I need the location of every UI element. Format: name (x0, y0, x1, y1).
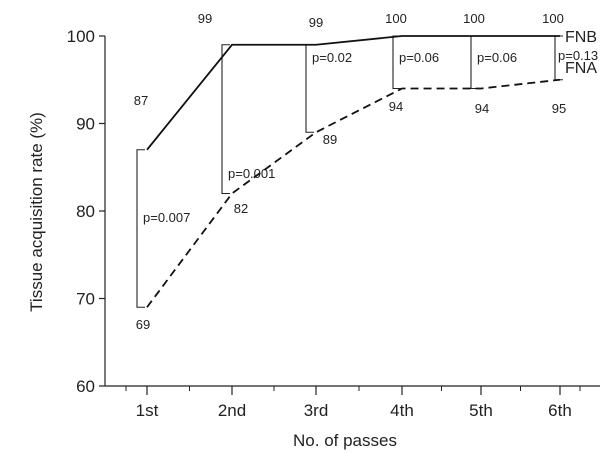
series-lines: FNB FNA (146, 29, 597, 308)
significance-brackets: p=0.007 p=0.001 p=0.02 p=0.06 p=0.06 p=0.13 (136, 35, 598, 308)
x-tick-label: 1st (136, 401, 159, 420)
x-tick-label: 6th (548, 401, 572, 420)
significance-bracket (136, 149, 145, 308)
data-label-fnb: 87 (134, 93, 148, 108)
p-value-label: p=0.001 (228, 166, 275, 181)
data-label-fnb: 100 (542, 11, 564, 26)
data-label-fnb: 100 (463, 11, 485, 26)
x-tick-label: 4th (390, 401, 414, 420)
x-tick-label: 2nd (218, 401, 246, 420)
p-value-label: p=0.13 (558, 48, 598, 63)
y-tick-label: 60 (76, 377, 95, 396)
x-tick-label: 5th (469, 401, 493, 420)
data-label-fnb: 99 (198, 11, 212, 26)
data-label-fna: 89 (323, 132, 337, 147)
y-tick-label: 70 (76, 290, 95, 309)
y-tick-label: 100 (67, 27, 95, 46)
data-labels: 87 99 99 100 100 100 69 82 89 94 94 95 (134, 11, 566, 332)
data-label-fnb: 99 (309, 15, 323, 30)
p-value-label: p=0.007 (143, 210, 190, 225)
p-value-label: p=0.06 (399, 50, 439, 65)
p-value-label: p=0.06 (477, 50, 517, 65)
y-axis-title: Tissue acquisition rate (%) (27, 112, 46, 312)
series-label-fnb: FNB (565, 29, 597, 46)
data-label-fna: 69 (136, 317, 150, 332)
y-tick-label: 80 (76, 202, 95, 221)
x-axis-title: No. of passes (293, 431, 397, 450)
axes: 60 70 80 90 100 1st 2nd 3rd 4th 5th 6th (67, 27, 600, 420)
data-label-fna: 94 (475, 101, 489, 116)
series-line-fna (146, 78, 561, 308)
x-tick-label: 3rd (304, 401, 329, 420)
data-label-fna: 94 (389, 99, 403, 114)
data-label-fna: 82 (234, 201, 248, 216)
significance-bracket (221, 44, 230, 195)
data-label-fnb: 100 (385, 11, 407, 26)
series-label-fna: FNA (565, 60, 597, 77)
data-label-fna: 95 (552, 101, 566, 116)
y-tick-label: 90 (76, 115, 95, 134)
series-line-fnb (146, 35, 560, 151)
p-value-label: p=0.02 (312, 50, 352, 65)
